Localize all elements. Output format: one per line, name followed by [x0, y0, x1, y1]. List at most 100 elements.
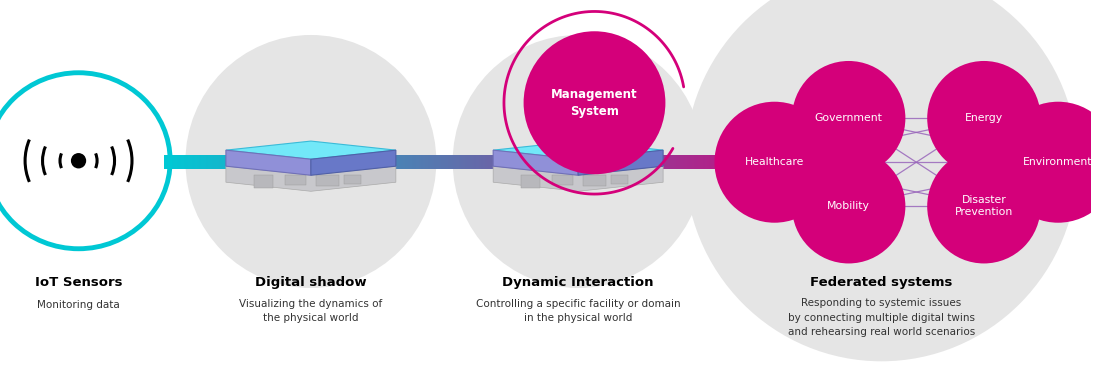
Bar [810, 155, 812, 169]
Bar [424, 155, 426, 169]
Bar [816, 155, 818, 169]
Polygon shape [226, 150, 311, 175]
Bar [383, 155, 386, 169]
Bar [273, 155, 275, 169]
Text: Monitoring data: Monitoring data [37, 299, 120, 310]
Bar [645, 155, 648, 169]
Bar [190, 155, 192, 169]
Bar [308, 155, 310, 169]
Bar [394, 155, 397, 169]
Bar [197, 155, 200, 169]
Bar [723, 155, 725, 169]
Bar [814, 155, 816, 169]
Bar [798, 155, 801, 169]
Bar [623, 155, 626, 169]
Bar [487, 155, 491, 169]
Bar [725, 155, 727, 169]
Text: Disaster
Prevention: Disaster Prevention [955, 195, 1013, 218]
Bar [426, 155, 428, 169]
Bar [252, 155, 255, 169]
Bar [448, 155, 450, 169]
Bar [736, 155, 738, 169]
Bar [188, 155, 190, 169]
Bar [376, 155, 380, 169]
Bar [282, 155, 284, 169]
Bar [527, 155, 530, 169]
Bar [352, 155, 355, 169]
Bar [344, 175, 361, 184]
Bar [243, 155, 246, 169]
Bar [341, 155, 344, 169]
Bar [402, 155, 404, 169]
Bar [315, 155, 317, 169]
Bar [168, 155, 170, 169]
Bar [729, 155, 732, 169]
Bar [470, 155, 473, 169]
Bar [328, 155, 330, 169]
Bar [627, 155, 630, 169]
Bar [751, 155, 755, 169]
Bar [392, 155, 395, 169]
Bar [742, 155, 746, 169]
Bar [365, 155, 369, 169]
Ellipse shape [998, 102, 1100, 223]
Bar [266, 155, 268, 169]
Bar [612, 175, 628, 184]
Bar [563, 155, 565, 169]
Bar [275, 155, 277, 169]
Bar [306, 155, 308, 169]
Bar [437, 155, 439, 169]
Bar [758, 155, 761, 169]
Bar [284, 155, 286, 169]
Bar [720, 155, 723, 169]
Bar [778, 155, 781, 169]
Bar [254, 175, 273, 188]
Bar [236, 155, 240, 169]
Bar [166, 155, 168, 169]
Bar [317, 155, 319, 169]
Bar [543, 155, 546, 169]
Bar [827, 155, 829, 169]
Bar [481, 155, 484, 169]
Bar [651, 155, 654, 169]
Bar [186, 155, 188, 169]
Bar [232, 155, 235, 169]
Bar [430, 155, 432, 169]
Ellipse shape [186, 35, 437, 288]
Bar [546, 155, 548, 169]
Bar [410, 155, 412, 169]
Bar [182, 155, 184, 169]
Bar [821, 155, 823, 169]
Bar [476, 155, 480, 169]
Bar [605, 155, 608, 169]
Bar [271, 155, 273, 169]
Bar [290, 155, 293, 169]
Bar [164, 155, 166, 169]
Bar [354, 155, 358, 169]
Bar [356, 155, 360, 169]
Bar [658, 155, 661, 169]
Bar [483, 155, 486, 169]
Bar [201, 155, 205, 169]
Text: Visualizing the dynamics of
the physical world: Visualizing the dynamics of the physical… [240, 299, 383, 323]
Bar [494, 155, 497, 169]
Bar [767, 155, 770, 169]
Ellipse shape [685, 0, 1078, 361]
Bar [522, 155, 526, 169]
Ellipse shape [70, 153, 86, 168]
Bar [574, 155, 576, 169]
Bar [285, 175, 306, 185]
Ellipse shape [524, 31, 666, 174]
Bar [450, 155, 452, 169]
Ellipse shape [715, 102, 835, 223]
Bar [248, 155, 251, 169]
Bar [295, 155, 297, 169]
Bar [498, 155, 502, 169]
Bar [454, 155, 456, 169]
Bar [385, 155, 388, 169]
Bar [521, 175, 540, 188]
Bar [676, 155, 679, 169]
Text: Mobility: Mobility [827, 201, 870, 211]
Bar [634, 155, 637, 169]
Bar [764, 155, 768, 169]
